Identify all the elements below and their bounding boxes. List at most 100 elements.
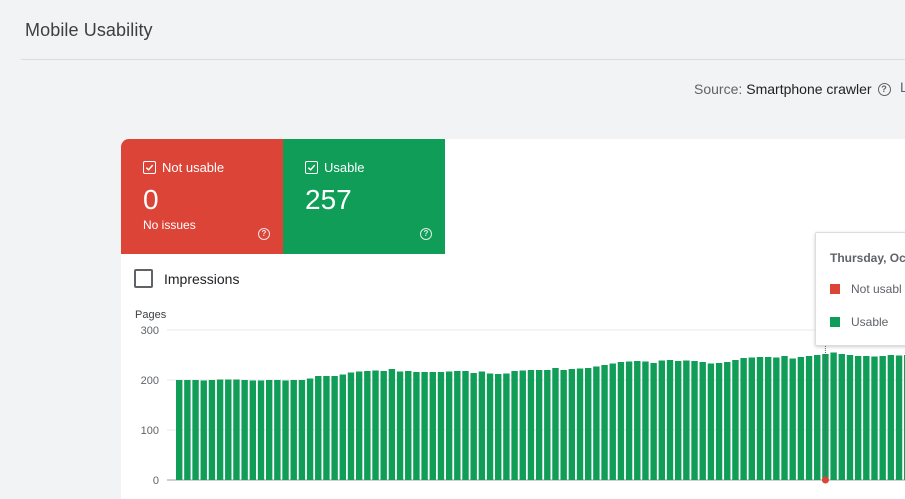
bar-usable-48[interactable] xyxy=(568,369,576,480)
bar-usable-21[interactable] xyxy=(347,372,355,481)
bar-usable-6[interactable] xyxy=(225,379,232,481)
bar-usable-51[interactable] xyxy=(593,366,600,481)
bar-usable-83[interactable] xyxy=(854,356,862,480)
checkbox-checked-icon[interactable] xyxy=(143,161,156,174)
bar-usable-29[interactable] xyxy=(413,372,420,480)
impressions-checkbox[interactable] xyxy=(134,269,153,288)
bar-usable-38[interactable] xyxy=(486,373,494,481)
bar-usable-39[interactable] xyxy=(495,374,502,480)
help-circle-icon[interactable]: ? xyxy=(877,82,891,96)
bar-usable-4[interactable] xyxy=(208,380,216,480)
bar-usable-43[interactable] xyxy=(527,370,535,480)
bar-usable-36[interactable] xyxy=(470,373,477,480)
bar-usable-67[interactable] xyxy=(724,362,731,480)
bar-usable-58[interactable] xyxy=(650,363,657,480)
bar-usable-68[interactable] xyxy=(732,360,739,480)
bar-usable-87[interactable] xyxy=(887,355,895,480)
bar-usable-86[interactable] xyxy=(879,356,886,480)
bar-usable-27[interactable] xyxy=(396,371,404,481)
bar-usable-11[interactable] xyxy=(265,380,273,480)
bar-usable-85[interactable] xyxy=(871,356,878,481)
help-circle-icon[interactable]: ? xyxy=(420,228,432,240)
bar-usable-8[interactable] xyxy=(241,380,248,480)
bar-usable-16[interactable] xyxy=(306,378,314,481)
usable-tile[interactable]: Usable 257 ? xyxy=(283,139,445,254)
cut-off-label[interactable]: L xyxy=(900,79,905,95)
bar-usable-74[interactable] xyxy=(781,356,788,480)
bar-usable-65[interactable] xyxy=(707,363,715,481)
bar-usable-18[interactable] xyxy=(323,376,330,480)
bar-usable-59[interactable] xyxy=(658,360,666,481)
bar-usable-50[interactable] xyxy=(585,368,592,480)
bar-usable-54[interactable] xyxy=(617,362,625,480)
bar-usable-23[interactable] xyxy=(364,371,371,480)
bar-usable-7[interactable] xyxy=(233,379,240,481)
bar-usable-84[interactable] xyxy=(863,356,870,480)
bar-usable-1[interactable] xyxy=(184,380,191,480)
bar-usable-26[interactable] xyxy=(388,369,396,480)
bar-usable-0[interactable] xyxy=(176,380,183,480)
bar-usable-55[interactable] xyxy=(625,361,633,481)
bar-usable-2[interactable] xyxy=(192,380,199,480)
bar-usable-49[interactable] xyxy=(576,368,584,481)
bar-usable-9[interactable] xyxy=(249,380,257,481)
bar-usable-28[interactable] xyxy=(405,371,412,480)
bar-usable-81[interactable] xyxy=(838,354,845,480)
bar-usable-20[interactable] xyxy=(339,374,346,481)
bar-usable-45[interactable] xyxy=(544,370,551,480)
bar-usable-82[interactable] xyxy=(846,355,854,480)
bar-usable-17[interactable] xyxy=(315,376,322,480)
bar-usable-80[interactable] xyxy=(830,352,837,481)
bar-usable-31[interactable] xyxy=(429,372,436,480)
bar-usable-61[interactable] xyxy=(674,361,682,480)
bar-usable-30[interactable] xyxy=(421,372,428,480)
pages-bar-chart[interactable]: Pages 0 100 200 300 xyxy=(121,299,905,499)
bar-usable-77[interactable] xyxy=(805,356,813,480)
bar-usable-15[interactable] xyxy=(298,380,306,480)
bar-usable-33[interactable] xyxy=(445,371,453,481)
bar-usable-70[interactable] xyxy=(748,357,755,481)
bar-usable-46[interactable] xyxy=(552,368,559,480)
bar-usable-56[interactable] xyxy=(634,361,641,480)
bar-usable-52[interactable] xyxy=(601,365,608,480)
bar-usable-34[interactable] xyxy=(454,371,461,480)
bar-usable-66[interactable] xyxy=(715,363,723,480)
bar-usable-57[interactable] xyxy=(642,361,649,481)
bar-usable-14[interactable] xyxy=(290,380,297,480)
bar-usable-73[interactable] xyxy=(773,357,780,481)
bar-usable-78[interactable] xyxy=(814,355,821,480)
bar-usable-40[interactable] xyxy=(503,373,510,481)
bar-usable-24[interactable] xyxy=(372,370,379,481)
bar-usable-88[interactable] xyxy=(895,355,903,481)
bar-usable-64[interactable] xyxy=(699,362,706,480)
bar-usable-44[interactable] xyxy=(535,370,543,480)
help-circle-icon[interactable]: ? xyxy=(258,228,270,240)
bar-usable-37[interactable] xyxy=(478,371,486,481)
bar-usable-10[interactable] xyxy=(257,380,265,481)
bar-usable-41[interactable] xyxy=(511,371,518,480)
bar-usable-60[interactable] xyxy=(666,360,674,480)
bar-usable-76[interactable] xyxy=(797,357,805,480)
bar-usable-5[interactable] xyxy=(216,379,224,481)
bar-usable-69[interactable] xyxy=(740,358,747,480)
bar-usable-32[interactable] xyxy=(437,372,445,480)
source-selector[interactable]: Source: Smartphone crawler ? xyxy=(694,79,891,99)
bar-usable-35[interactable] xyxy=(462,371,469,480)
bar-usable-19[interactable] xyxy=(331,376,338,480)
bar-usable-72[interactable] xyxy=(764,357,772,480)
bar-usable-3[interactable] xyxy=(200,380,207,481)
bar-usable-22[interactable] xyxy=(355,371,363,481)
bar-usable-25[interactable] xyxy=(380,371,387,480)
bar-usable-62[interactable] xyxy=(683,360,690,481)
bar-usable-75[interactable] xyxy=(789,358,796,481)
bar-usable-13[interactable] xyxy=(282,380,289,481)
checkbox-checked-icon[interactable] xyxy=(305,161,318,174)
bar-usable-12[interactable] xyxy=(274,380,281,480)
bar-usable-63[interactable] xyxy=(691,361,698,480)
bar-usable-47[interactable] xyxy=(560,370,567,480)
not-usable-tile[interactable]: Not usable 0 No issues ? xyxy=(121,139,283,254)
bar-usable-53[interactable] xyxy=(609,363,616,481)
impressions-toggle[interactable]: Impressions xyxy=(134,269,239,288)
bar-usable-71[interactable] xyxy=(756,357,764,480)
bar-usable-42[interactable] xyxy=(519,370,526,481)
